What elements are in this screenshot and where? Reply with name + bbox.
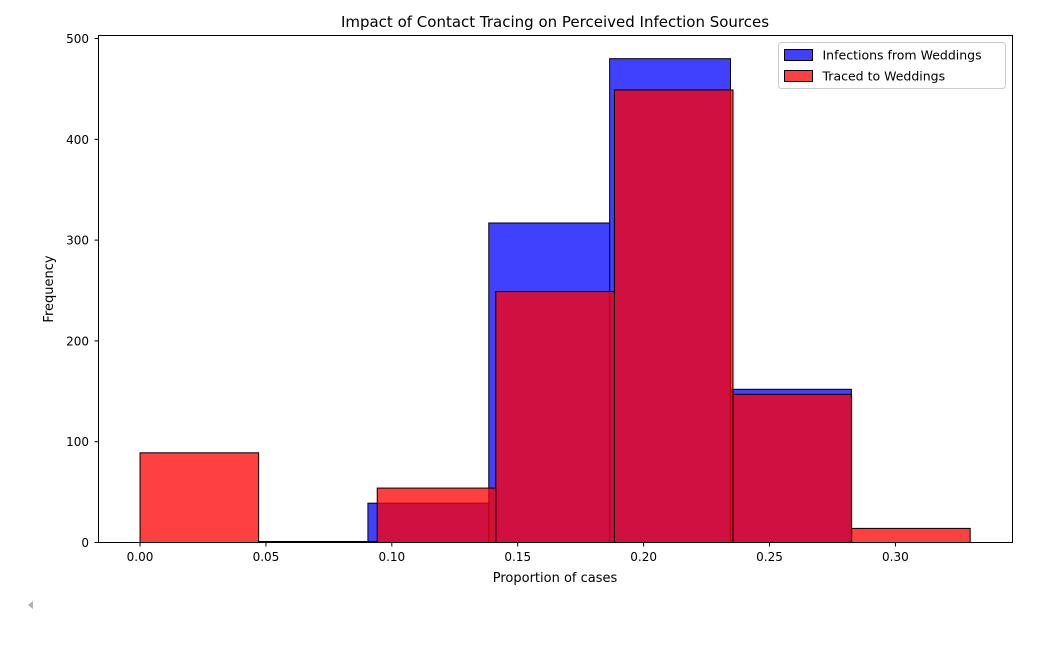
y-axis: 0 100 200 300 400 500 xyxy=(66,32,99,550)
histogram-bar-series-1-bin-3 xyxy=(495,291,615,543)
y-tick-label: 0 xyxy=(81,536,89,550)
histogram-bar-series-1-bin-6 xyxy=(851,527,971,544)
x-tick-label: 0.10 xyxy=(378,550,405,564)
bars-layer xyxy=(139,58,971,544)
chart-title: Impact of Contact Tracing on Perceived I… xyxy=(341,13,769,31)
histogram-bar-series-1-bin-4 xyxy=(613,89,734,544)
x-axis: 0.00 0.05 0.10 0.15 0.20 0.25 0.30 xyxy=(127,542,909,564)
legend-swatch-1 xyxy=(784,70,813,82)
plot-frame xyxy=(98,35,1013,543)
x-tick-label: 0.20 xyxy=(630,550,657,564)
legend-swatch-0 xyxy=(784,49,813,61)
legend: Infections from Weddings Traced to Weddin… xyxy=(778,42,1006,89)
scroll-left-arrow-icon[interactable] xyxy=(28,601,33,609)
x-tick-label: 0.05 xyxy=(253,550,280,564)
x-tick-label: 0.30 xyxy=(882,550,909,564)
legend-frame xyxy=(778,42,1006,89)
x-tick-label: 0.25 xyxy=(756,550,783,564)
x-axis-label: Proportion of cases xyxy=(493,571,618,586)
x-tick-label: 0.15 xyxy=(504,550,531,564)
histogram-bar-series-1-bin-5 xyxy=(732,393,853,544)
y-tick-label: 200 xyxy=(66,334,89,348)
histogram-bar-series-1-bin-0 xyxy=(139,452,260,543)
y-tick-label: 500 xyxy=(66,32,89,46)
y-tick-label: 400 xyxy=(66,133,89,147)
legend-label-0: Infections from Weddings xyxy=(823,48,982,63)
y-tick-label: 100 xyxy=(66,435,89,449)
y-tick-label: 300 xyxy=(66,234,89,248)
x-tick-label: 0.00 xyxy=(127,550,154,564)
legend-label-1: Traced to Weddings xyxy=(822,69,946,84)
y-axis-label: Frequency xyxy=(42,255,57,322)
histogram-bar-series-1-bin-2 xyxy=(376,487,497,544)
